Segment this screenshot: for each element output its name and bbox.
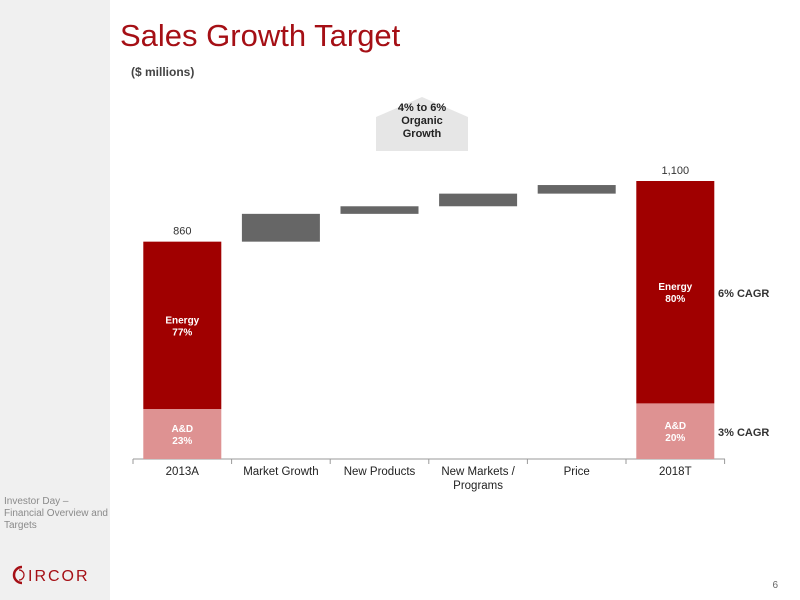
bridge-bar (241, 213, 320, 242)
svg-text:IRCOR: IRCOR (28, 568, 90, 585)
x-tick-label: New Products (344, 466, 416, 478)
sidebar: Investor Day – Financial Overview and Ta… (0, 0, 110, 600)
segment-name-label: Energy (165, 315, 199, 326)
logo-swirl-icon (12, 565, 25, 585)
segment-share-label: 23% (172, 436, 192, 447)
x-tick-label: 2018T (659, 466, 692, 478)
bar-ad-segment (636, 403, 715, 459)
page-subtitle: ($ millions) (131, 65, 195, 79)
bar-energy-segment (636, 181, 715, 404)
x-tick-label: Price (564, 466, 590, 478)
sidebar-caption: Investor Day – Financial Overview and Ta… (4, 496, 108, 531)
segment-share-label: 77% (172, 327, 192, 338)
organic-growth-callout: 4% to 6% Organic Growth (376, 102, 468, 141)
segment-name-label: Energy (658, 282, 692, 293)
segment-share-label: 80% (665, 294, 685, 305)
callout-line: Growth (402, 128, 442, 140)
circor-logo: IRCOR (12, 565, 90, 585)
page-number: 6 (772, 580, 778, 591)
callout-line: Organic (401, 115, 443, 127)
page-title: Sales Growth Target (120, 18, 401, 53)
bridge-bar (537, 185, 616, 194)
bar-energy-segment (143, 241, 222, 410)
total-value-label: 860 (173, 226, 191, 238)
bridge-bar (340, 206, 419, 214)
x-tick-label: Market Growth (243, 466, 318, 478)
x-tick-label: New Markets / (441, 466, 515, 478)
segment-share-label: 20% (665, 433, 685, 444)
bar-ad-segment (143, 409, 222, 459)
cagr-energy-label: 6% CAGR (718, 288, 770, 300)
callout-shape (376, 97, 468, 151)
bridge-bar (439, 193, 518, 207)
callout-line: 4% to 6% (397, 102, 447, 114)
total-value-label: 1,100 (662, 165, 690, 177)
segment-name-label: A&D (171, 424, 193, 435)
segment-name-label: A&D (664, 421, 686, 432)
x-tick-label: 2013A (166, 466, 200, 478)
x-tick-label: Programs (453, 480, 503, 492)
cagr-ad-label: 3% CAGR (718, 427, 770, 439)
